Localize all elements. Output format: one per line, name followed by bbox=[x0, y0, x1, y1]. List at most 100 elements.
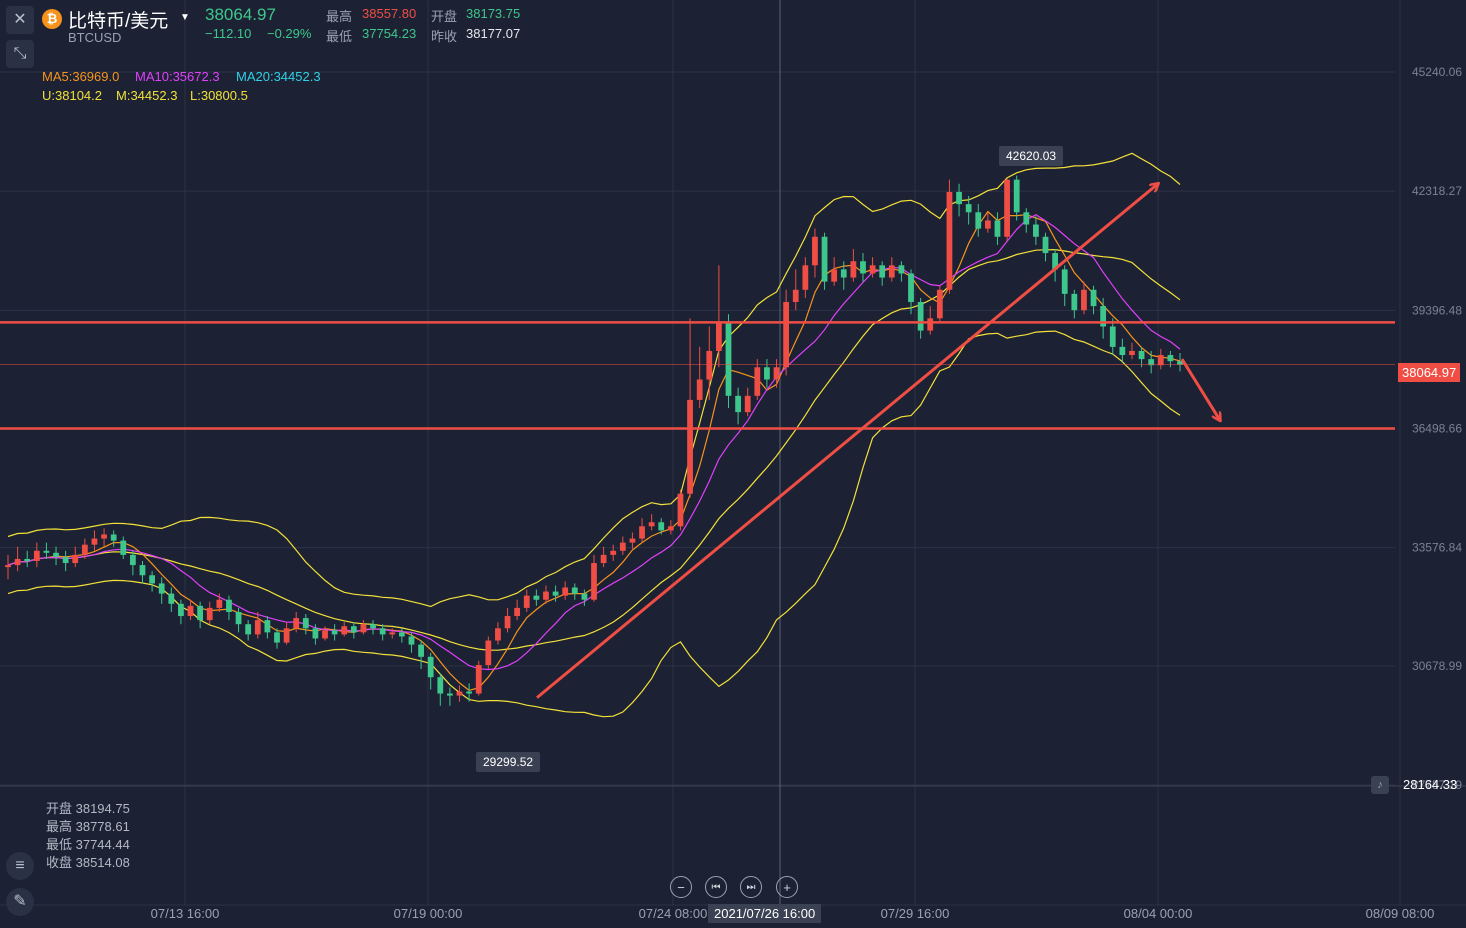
alert-price: 28164.33 bbox=[1403, 777, 1458, 792]
candle-body bbox=[62, 556, 69, 564]
current-price-tag: 38064.97 bbox=[1398, 363, 1461, 382]
bitcoin-icon: ₿ bbox=[42, 9, 62, 29]
candle-body bbox=[629, 538, 636, 543]
x-tick-label: 07/24 08:00 bbox=[639, 906, 708, 921]
x-tick-label: 07/19 00:00 bbox=[394, 906, 463, 921]
layers-icon[interactable]: ≡ bbox=[6, 852, 34, 880]
x-tick-label: 08/04 00:00 bbox=[1124, 906, 1193, 921]
y-tick-label: 39396.48 bbox=[1412, 303, 1462, 317]
candle-body bbox=[158, 583, 165, 594]
y-tick-label: 27757.19 bbox=[1412, 778, 1462, 792]
candle-body bbox=[504, 616, 511, 629]
candle-body bbox=[869, 265, 876, 274]
candle-body bbox=[283, 628, 290, 643]
candle-body bbox=[850, 261, 857, 278]
candle-body bbox=[610, 550, 617, 555]
candle-body bbox=[1119, 346, 1126, 356]
ohlc-low: 最低 37744.44 bbox=[46, 837, 130, 852]
collapse-icon[interactable]: ⤡ bbox=[6, 40, 34, 68]
bollinger-bands bbox=[7, 152, 1181, 718]
candle-body bbox=[235, 611, 242, 625]
candle-body bbox=[370, 624, 376, 629]
candle-body bbox=[139, 565, 146, 576]
candle-body bbox=[206, 607, 213, 621]
scroll-start-button[interactable]: ⏮ bbox=[705, 876, 727, 898]
y-tick-label: 33576.84 bbox=[1412, 541, 1462, 555]
candle-body bbox=[264, 620, 271, 633]
candle-body bbox=[927, 318, 934, 331]
candle-body bbox=[783, 302, 790, 368]
candle-body bbox=[447, 693, 453, 696]
candle-body bbox=[735, 395, 741, 413]
ma5-legend: MA5:36969.0 bbox=[42, 69, 120, 84]
candle-body bbox=[360, 624, 367, 633]
candle-body bbox=[725, 322, 732, 396]
pair-title[interactable]: 比特币/美元 bbox=[68, 11, 169, 32]
candle-body bbox=[687, 399, 693, 494]
candle-body bbox=[898, 265, 905, 274]
chevron-down-icon[interactable]: ▼ bbox=[180, 12, 190, 23]
open-value: 38173.75 bbox=[466, 6, 521, 21]
candle-body bbox=[1023, 212, 1030, 225]
draw-icon[interactable]: ✎ bbox=[6, 888, 34, 916]
boll-upper-legend: U:38104.2 bbox=[42, 88, 102, 103]
candle-body bbox=[591, 563, 597, 600]
candle-body bbox=[110, 534, 117, 541]
candle-body bbox=[81, 544, 88, 555]
candle-body bbox=[523, 595, 530, 608]
candle-body bbox=[312, 628, 319, 639]
drawn-lines bbox=[0, 184, 1395, 699]
x-tick-label: 07/13 16:00 bbox=[151, 906, 220, 921]
ma10-legend: MA10:35672.3 bbox=[135, 69, 220, 84]
y-axis: 45240.06 42318.27 39396.48 36498.66 33576.84… bbox=[1412, 65, 1462, 792]
candle-body bbox=[764, 367, 770, 380]
zoom-in-button[interactable]: + bbox=[776, 876, 798, 898]
y-tick-label: 30678.99 bbox=[1412, 659, 1462, 673]
candle-body bbox=[466, 691, 472, 694]
scroll-end-button[interactable]: ⏭ bbox=[740, 876, 762, 898]
y-tick-label: 42318.27 bbox=[1412, 184, 1462, 198]
candle-body bbox=[860, 261, 866, 274]
zoom-out-button[interactable]: − bbox=[670, 876, 692, 898]
candle-body bbox=[120, 540, 127, 555]
candle-body bbox=[187, 605, 194, 617]
bell-icon[interactable]: ♪ bbox=[1371, 776, 1389, 794]
candle-body bbox=[639, 526, 645, 539]
candle-body bbox=[543, 591, 549, 600]
low-label: 最低 bbox=[326, 29, 353, 44]
candle-body bbox=[168, 593, 175, 604]
ohlc-high: 最高 38778.61 bbox=[46, 819, 130, 834]
candle-body bbox=[1071, 293, 1078, 311]
candle-body bbox=[1004, 179, 1010, 237]
candle-body bbox=[581, 593, 588, 600]
current-price: 38064.97 bbox=[205, 5, 276, 24]
x-axis: 07/13 16:00 07/19 00:00 07/24 08:00 07/29 1… bbox=[151, 906, 1435, 921]
candle-body bbox=[379, 628, 386, 635]
candle-body bbox=[802, 265, 809, 290]
candle-body bbox=[1013, 179, 1020, 213]
candle-body bbox=[552, 591, 559, 596]
candle-body bbox=[879, 265, 886, 278]
downtrend-arrow bbox=[1180, 358, 1220, 420]
candle-body bbox=[341, 626, 348, 635]
candle-body bbox=[72, 554, 79, 564]
candle-body bbox=[1052, 253, 1058, 270]
candle-body bbox=[1167, 355, 1174, 362]
candle-body bbox=[965, 204, 972, 213]
candle-body bbox=[1081, 289, 1087, 311]
prev-close-value: 38177.07 bbox=[466, 26, 521, 41]
close-icon[interactable]: ✕ bbox=[6, 6, 34, 34]
candle-body bbox=[812, 236, 818, 266]
candle-body bbox=[485, 640, 492, 665]
candle-body bbox=[1129, 350, 1135, 356]
candle-body bbox=[946, 191, 953, 290]
y-tick-label: 36498.66 bbox=[1412, 421, 1462, 435]
candle-body bbox=[149, 575, 155, 584]
candle-body bbox=[773, 367, 780, 380]
candle-body bbox=[408, 636, 415, 645]
candle-body bbox=[43, 550, 50, 553]
candlesticks bbox=[5, 175, 1183, 706]
grid-lines bbox=[0, 0, 1466, 906]
uptrend-arrow bbox=[536, 184, 1158, 699]
